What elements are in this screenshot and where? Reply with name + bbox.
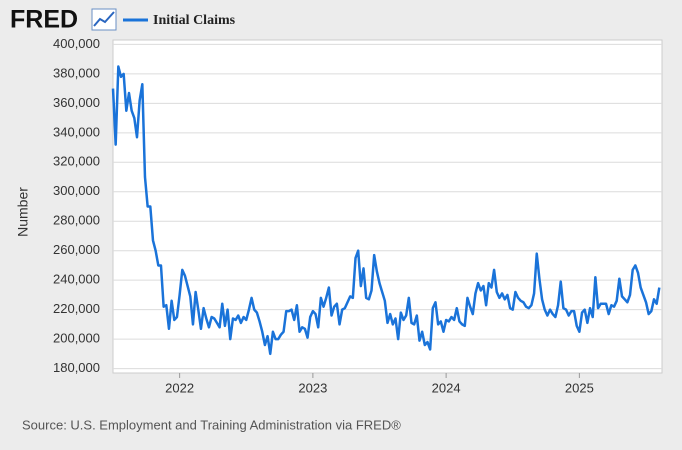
- y-tick-label: 340,000: [53, 124, 100, 139]
- y-tick-label: 320,000: [53, 154, 100, 169]
- y-tick-label: 200,000: [53, 331, 100, 346]
- legend-label: Initial Claims: [153, 13, 236, 28]
- y-tick-label: 360,000: [53, 95, 100, 110]
- y-tick-label: 380,000: [53, 65, 100, 80]
- y-tick-label: 220,000: [53, 301, 100, 316]
- data-line: [111, 65, 661, 356]
- logo: FRED: [10, 6, 78, 34]
- y-tick-label: 260,000: [53, 242, 100, 257]
- y-tick-label: 400,000: [53, 36, 100, 51]
- y-tick-label: 300,000: [53, 183, 100, 198]
- x-tick-label: 2024: [432, 380, 461, 395]
- x-tick-label: 2022: [165, 380, 194, 395]
- y-tick-label: 240,000: [53, 272, 100, 287]
- x-tick-label: 2023: [298, 380, 327, 395]
- y-tick-label: 280,000: [53, 213, 100, 228]
- y-axis-label: Number: [15, 187, 31, 237]
- logo-icon: [91, 8, 117, 31]
- x-tick-label: 2025: [565, 380, 594, 395]
- y-tick-label: 180,000: [53, 360, 100, 375]
- source-note: Source: U.S. Employment and Training Adm…: [22, 417, 401, 432]
